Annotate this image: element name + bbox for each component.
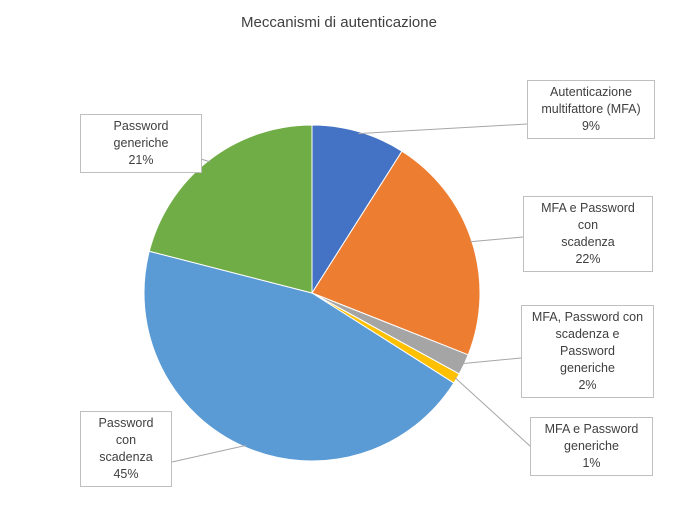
- data-label-value: 45%: [113, 467, 139, 481]
- data-label: MFA e Password con scadenza 22%: [523, 196, 653, 272]
- data-label-value: 22%: [575, 252, 601, 266]
- pie-slice: [148, 124, 313, 294]
- data-label: Password con scadenza 45%: [80, 411, 172, 487]
- data-label-category: Password generiche: [113, 119, 169, 150]
- data-label-category: scadenza: [561, 235, 615, 249]
- data-label-category: scadenza: [99, 450, 153, 464]
- leader-line: [358, 123, 528, 135]
- chart-title: Meccanismi di autenticazione: [241, 14, 437, 31]
- data-label: Autenticazione multifattore (MFA) 9%: [527, 80, 655, 139]
- leader-line: [454, 377, 531, 447]
- data-label-value: 1%: [582, 456, 601, 470]
- pie-slice: [143, 250, 455, 462]
- data-label-value: 9%: [581, 119, 601, 133]
- data-label-category: MFA e Password con: [541, 201, 635, 232]
- data-label: MFA, Password con scadenza e Password gene…: [521, 305, 654, 398]
- leader-line: [171, 444, 247, 463]
- data-label-category: Autenticazione: [549, 85, 632, 99]
- data-label-category: scadenza e Password: [555, 327, 620, 358]
- data-label-category: generiche: [560, 361, 615, 375]
- data-label-value: 2%: [578, 378, 597, 392]
- data-label-value: 21%: [128, 153, 154, 167]
- pie-slice: [311, 124, 403, 295]
- data-label-category: MFA, Password con: [531, 310, 644, 324]
- leader-line: [469, 236, 524, 243]
- data-label: Password generiche 21%: [80, 114, 202, 173]
- data-label: MFA e Password generiche 1%: [530, 417, 653, 476]
- leader-line: [462, 357, 522, 365]
- data-label-category: multifattore (MFA): [541, 102, 641, 116]
- data-label-category: generiche: [564, 439, 619, 453]
- data-label-category: Password con: [98, 416, 154, 447]
- data-label-category: MFA e Password: [544, 422, 639, 436]
